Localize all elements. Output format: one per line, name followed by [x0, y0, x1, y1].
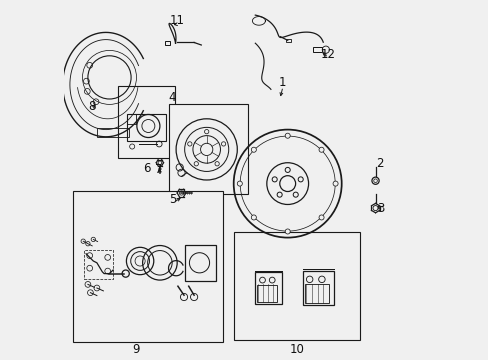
Bar — [185, 245, 215, 281]
Text: 6: 6 — [142, 162, 150, 175]
Bar — [73, 191, 223, 342]
Bar — [285, 39, 290, 42]
Bar — [97, 128, 129, 137]
Circle shape — [285, 229, 289, 234]
Circle shape — [318, 147, 324, 152]
Bar — [257, 284, 277, 302]
Bar — [233, 232, 359, 340]
Text: 2: 2 — [375, 157, 383, 170]
Bar — [303, 271, 333, 305]
Bar — [118, 86, 175, 158]
Circle shape — [318, 215, 324, 220]
Circle shape — [285, 133, 289, 138]
Bar — [164, 41, 170, 45]
Text: 11: 11 — [169, 14, 184, 27]
Text: 1: 1 — [278, 76, 285, 89]
Circle shape — [237, 181, 242, 186]
Text: 8: 8 — [88, 100, 95, 113]
Circle shape — [251, 147, 256, 152]
Circle shape — [251, 215, 256, 220]
Bar — [312, 47, 321, 52]
Text: 4: 4 — [168, 91, 176, 104]
Text: 7: 7 — [155, 163, 162, 176]
Text: 5: 5 — [168, 193, 176, 206]
Bar — [255, 272, 282, 304]
Circle shape — [332, 181, 337, 186]
Bar — [126, 114, 166, 141]
Bar — [305, 284, 329, 303]
Text: 12: 12 — [320, 48, 335, 60]
Text: 3: 3 — [376, 202, 384, 215]
Text: 10: 10 — [289, 343, 304, 356]
Text: 9: 9 — [132, 343, 140, 356]
Bar — [168, 104, 247, 194]
